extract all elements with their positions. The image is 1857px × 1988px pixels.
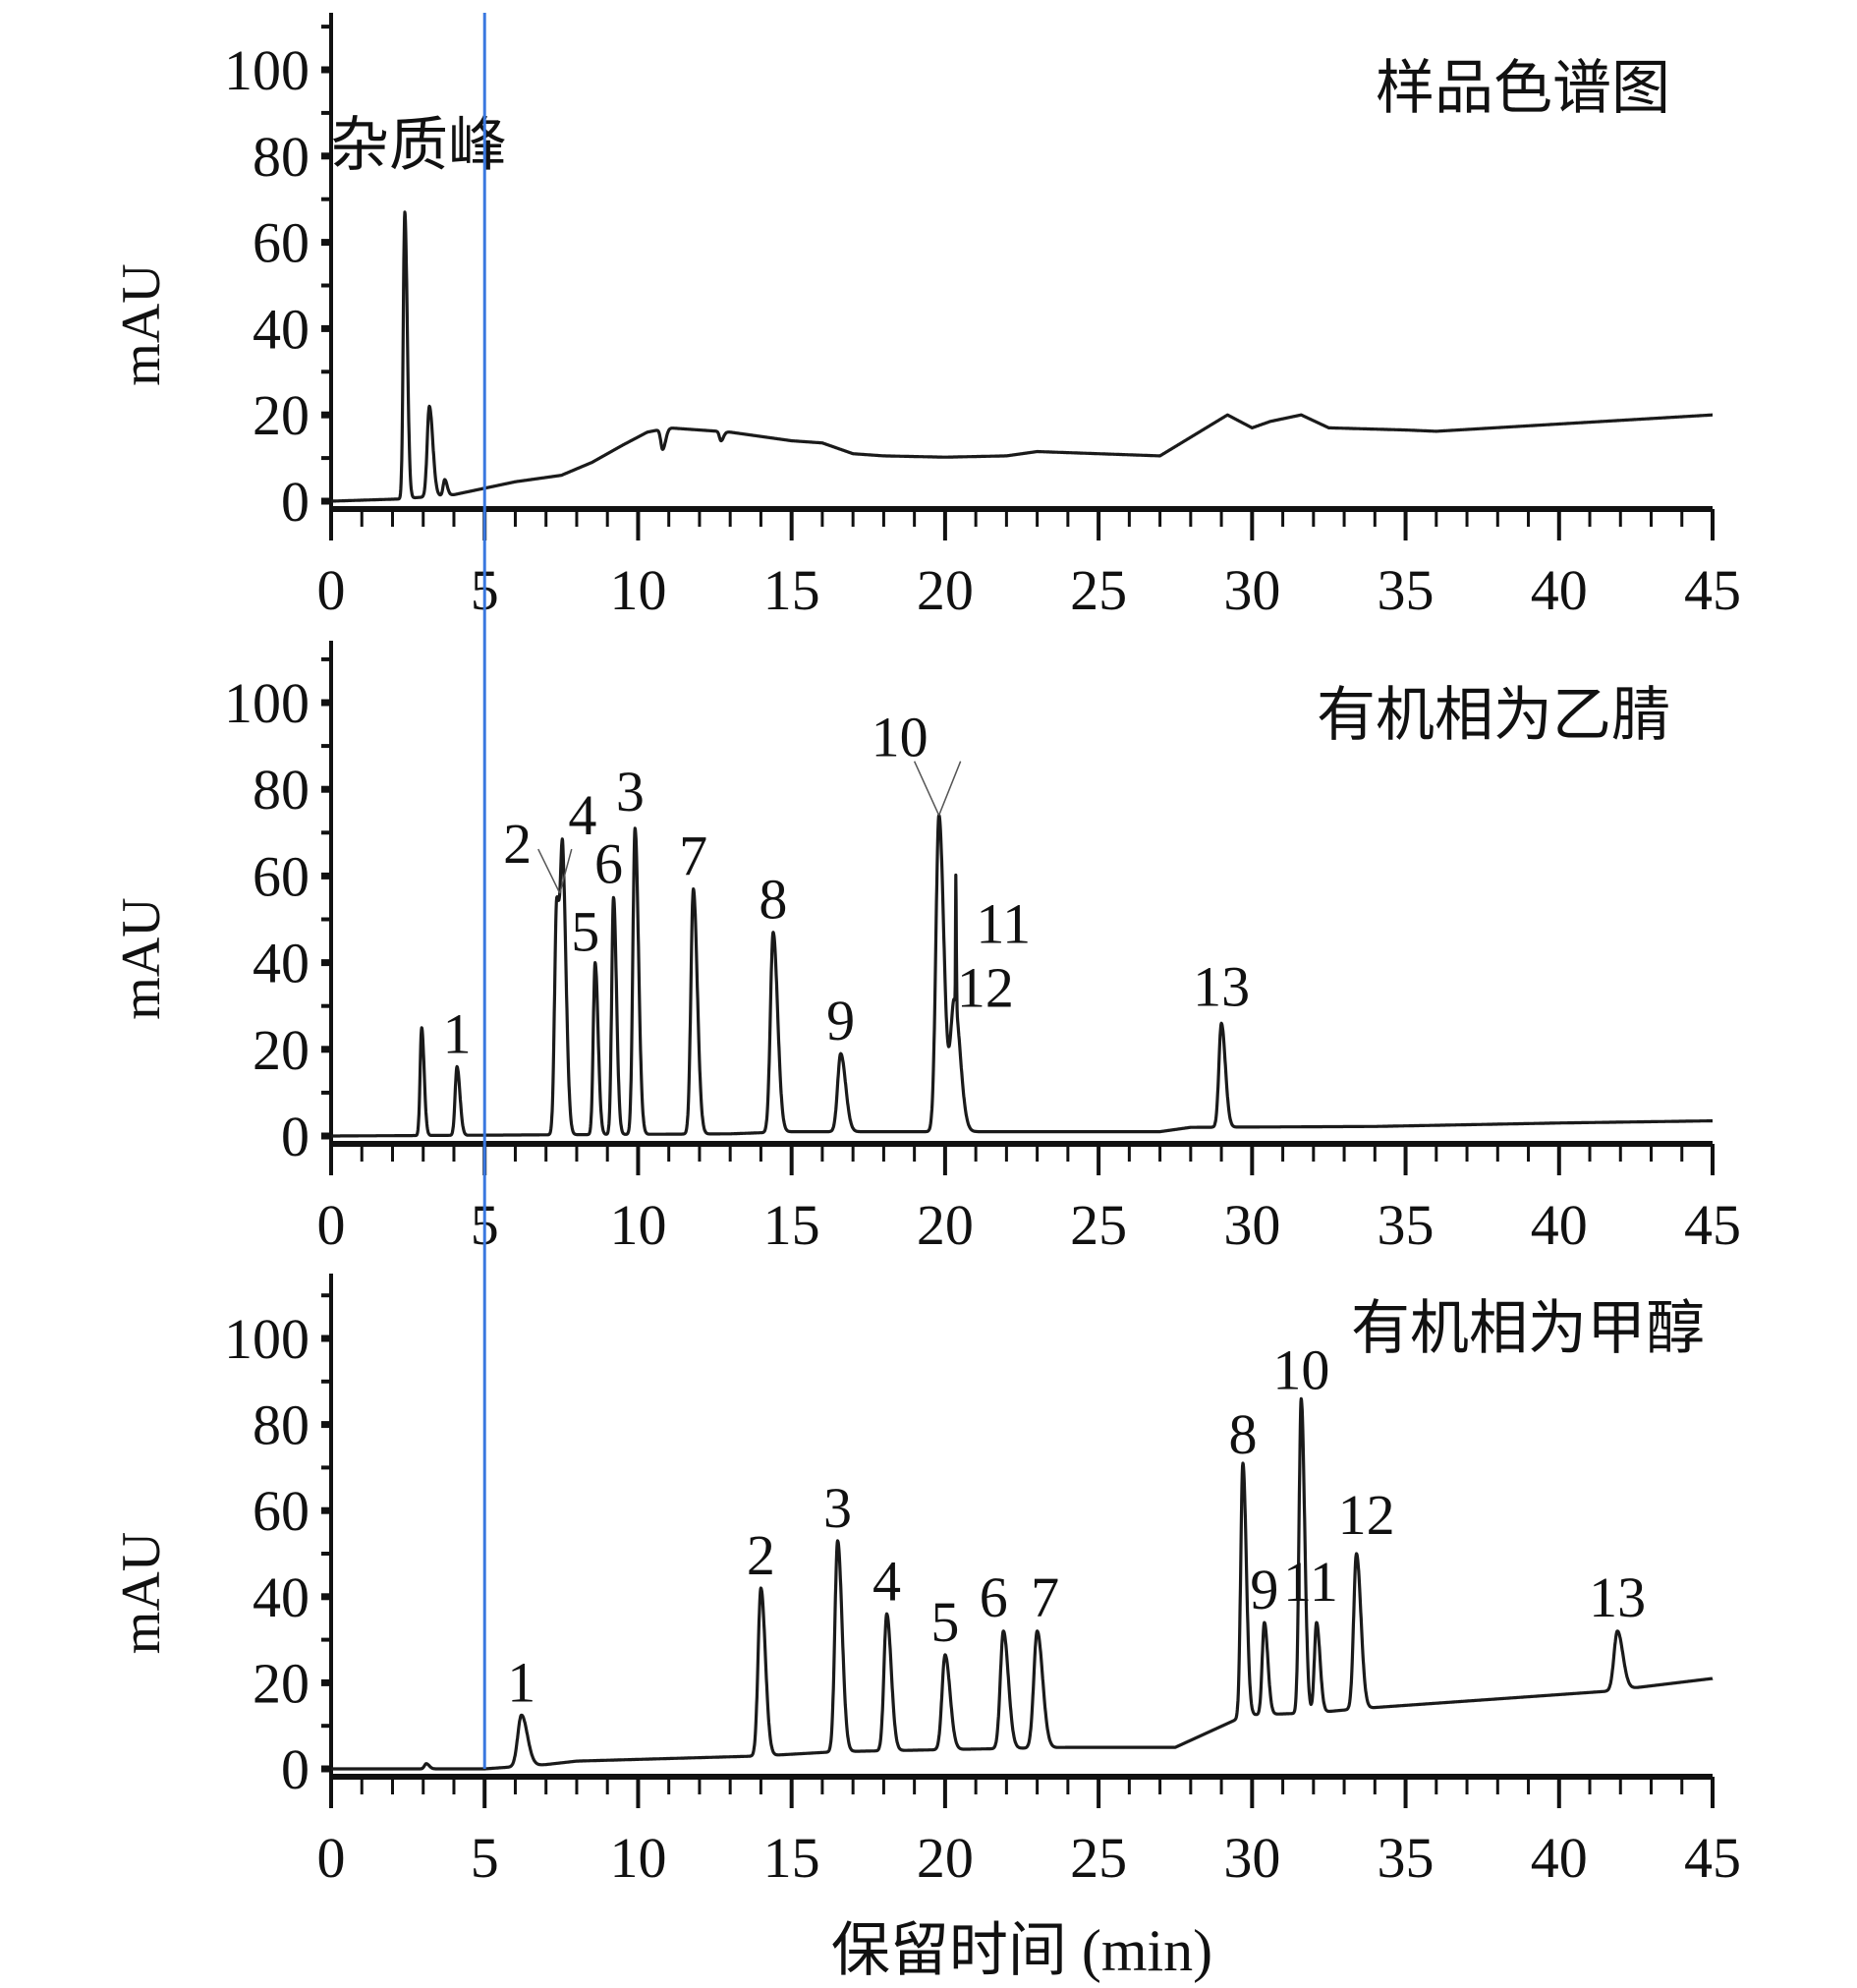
- y-axis-title: mAU: [111, 263, 172, 385]
- peak-label: 10: [1272, 1337, 1329, 1401]
- chromatogram-trace-1: [329, 210, 1715, 503]
- y-tick-label: 0: [281, 1737, 310, 1801]
- y-axis-title: mAU: [111, 897, 172, 1019]
- x-axis-title: 保留时间 (min): [831, 1918, 1212, 1983]
- peak-label: 5: [930, 1590, 959, 1654]
- chromatogram-trace-3: [329, 1396, 1715, 1771]
- y-tick-label: 20: [253, 383, 310, 447]
- peak-label: 5: [571, 900, 599, 964]
- x-tick-label: 10: [609, 558, 666, 622]
- x-tick-label: 15: [763, 1193, 820, 1257]
- x-tick-label: 45: [1684, 1193, 1741, 1257]
- peak-label: 9: [826, 989, 855, 1052]
- impurity-peak-annotation: 杂质峰: [330, 113, 507, 178]
- leader-line: [937, 761, 962, 816]
- y-tick-label: 0: [281, 1105, 310, 1168]
- y-tick-label: 0: [281, 470, 310, 534]
- leader-line: [537, 848, 561, 894]
- x-tick-label: 25: [1070, 1826, 1127, 1890]
- x-tick-label: 25: [1070, 1193, 1127, 1257]
- y-tick-label: 40: [253, 932, 310, 995]
- peak-label: 10: [872, 706, 928, 769]
- y-tick-label: 40: [253, 297, 310, 361]
- peak-label: 11: [976, 891, 1031, 955]
- x-tick-label: 20: [917, 1826, 974, 1890]
- y-tick-label: 60: [253, 844, 310, 908]
- y-tick-label: 80: [253, 125, 310, 189]
- y-tick-label: 80: [253, 1393, 310, 1457]
- peak-label: 1: [443, 1001, 472, 1065]
- chromatogram-trace-2: [329, 814, 1715, 1138]
- x-tick-label: 10: [609, 1826, 666, 1890]
- peak-label: 2: [747, 1523, 775, 1587]
- peak-label: 7: [1031, 1565, 1059, 1629]
- x-tick-label: 40: [1531, 1826, 1588, 1890]
- peak-label: 8: [1228, 1402, 1257, 1466]
- peak-label: 7: [679, 824, 707, 888]
- panel-title: 样品色谱图: [1376, 56, 1670, 121]
- panel-title: 有机相为甲醇: [1351, 1296, 1705, 1361]
- peak-label: 11: [1283, 1550, 1338, 1614]
- leader-line: [913, 761, 940, 816]
- x-tick-label: 30: [1223, 1193, 1280, 1257]
- x-tick-label: 40: [1531, 1193, 1588, 1257]
- y-tick-label: 100: [224, 1307, 310, 1371]
- x-tick-label: 35: [1378, 1826, 1435, 1890]
- x-tick-label: 40: [1531, 558, 1588, 622]
- panel-title: 有机相为乙腈: [1317, 683, 1670, 748]
- x-tick-label: 0: [317, 1193, 346, 1257]
- x-tick-label: 15: [763, 1826, 820, 1890]
- x-tick-label: 0: [317, 1826, 346, 1890]
- x-tick-label: 45: [1684, 1826, 1741, 1890]
- peak-label: 3: [823, 1476, 852, 1540]
- x-tick-label: 10: [609, 1193, 666, 1257]
- y-tick-label: 100: [224, 671, 310, 735]
- y-tick-label: 100: [224, 38, 310, 102]
- x-tick-label: 45: [1684, 558, 1741, 622]
- x-tick-label: 30: [1223, 1826, 1280, 1890]
- peak-label: 12: [957, 955, 1014, 1019]
- peak-label: 6: [594, 831, 623, 895]
- x-tick-label: 15: [763, 558, 820, 622]
- x-tick-label: 35: [1378, 1193, 1435, 1257]
- peak-label: 12: [1338, 1483, 1395, 1547]
- y-tick-label: 20: [253, 1651, 310, 1715]
- x-tick-label: 20: [917, 558, 974, 622]
- y-tick-label: 20: [253, 1018, 310, 1082]
- peak-label: 13: [1589, 1565, 1646, 1629]
- peak-label: 4: [872, 1549, 901, 1613]
- peak-label: 6: [980, 1565, 1008, 1629]
- y-tick-label: 80: [253, 758, 310, 822]
- peak-label: 3: [616, 760, 645, 824]
- x-tick-label: 20: [917, 1193, 974, 1257]
- x-tick-label: 30: [1223, 558, 1280, 622]
- x-tick-label: 35: [1378, 558, 1435, 622]
- y-axis-title: mAU: [111, 1532, 172, 1654]
- x-tick-label: 5: [471, 1826, 499, 1890]
- peak-label: 4: [568, 783, 596, 847]
- peak-label: 2: [503, 812, 532, 876]
- x-tick-label: 0: [317, 558, 346, 622]
- peak-label: 13: [1193, 954, 1250, 1018]
- y-tick-label: 40: [253, 1565, 310, 1629]
- x-tick-label: 25: [1070, 558, 1127, 622]
- peak-label: 8: [759, 868, 787, 932]
- y-tick-label: 60: [253, 1479, 310, 1543]
- y-tick-label: 60: [253, 211, 310, 275]
- peak-label: 9: [1250, 1558, 1278, 1621]
- leader-line: [559, 848, 573, 894]
- peak-label: 1: [507, 1650, 535, 1714]
